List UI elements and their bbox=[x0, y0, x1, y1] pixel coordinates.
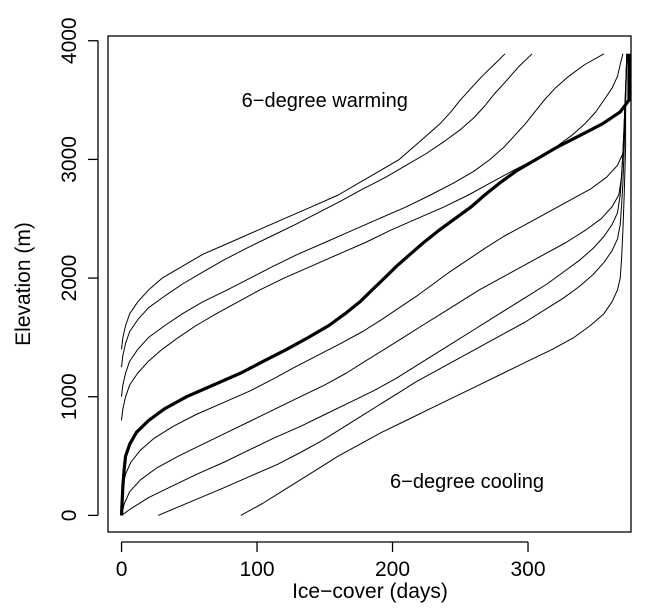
series-line-6 bbox=[121, 53, 628, 516]
x-tick-label: 0 bbox=[116, 558, 128, 581]
y-tick-label: 3000 bbox=[58, 136, 81, 183]
y-tick-label: 1000 bbox=[58, 373, 81, 420]
series-line-7 bbox=[121, 53, 628, 516]
y-tick-label: 0 bbox=[58, 510, 81, 522]
x-axis-label: Ice−cover (days) bbox=[292, 580, 448, 603]
series-layer bbox=[119, 53, 631, 516]
y-tick-label: 4000 bbox=[58, 17, 81, 64]
y-tick-label: 2000 bbox=[58, 255, 81, 302]
series-line-9 bbox=[240, 53, 628, 516]
x-tick-label: 100 bbox=[240, 558, 275, 581]
series-line-8 bbox=[157, 53, 628, 516]
y-axis-label: Elevation (m) bbox=[12, 222, 35, 346]
series-line-1 bbox=[121, 53, 533, 368]
series-line-baseline bbox=[119, 53, 631, 516]
annotation-warming: 6−degree warming bbox=[242, 90, 408, 112]
series-line-3 bbox=[121, 53, 624, 421]
annotation-cooling: 6−degree cooling bbox=[390, 471, 544, 493]
series-line-0 bbox=[121, 53, 506, 350]
x-tick-label: 300 bbox=[511, 558, 546, 581]
series-line-2 bbox=[121, 53, 605, 397]
plot-frame bbox=[107, 35, 632, 533]
series-line-5 bbox=[121, 53, 628, 498]
y-axis: 0 1000 2000 3000 4000 bbox=[58, 17, 99, 522]
x-axis: 0 100 200 300 bbox=[116, 541, 546, 581]
x-tick-label: 200 bbox=[375, 558, 410, 581]
